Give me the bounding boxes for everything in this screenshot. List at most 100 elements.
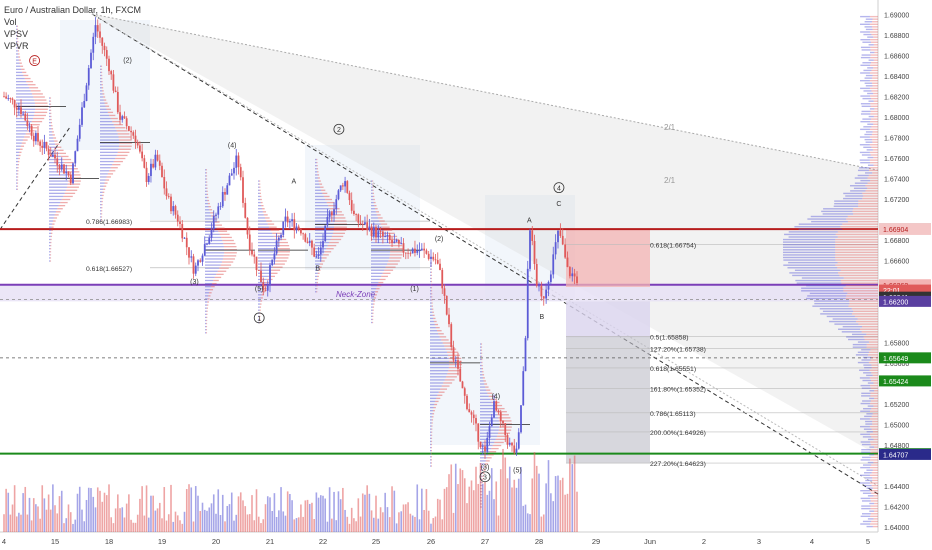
volume-bar (379, 507, 382, 532)
svp-bar (315, 201, 327, 204)
volume-bar (262, 519, 265, 532)
svp-bar (205, 184, 207, 186)
candle-body (420, 248, 423, 251)
svp-bar (315, 291, 317, 293)
candle-body (381, 231, 384, 237)
svp-bar (52, 220, 56, 222)
vp-bar (857, 169, 869, 172)
svp-bar (220, 264, 232, 266)
candle-body (571, 273, 574, 277)
vp-bar (861, 392, 871, 395)
candle-body (328, 212, 331, 217)
svp-bar (315, 174, 318, 176)
vp-bar (874, 108, 878, 110)
svp-bar (100, 74, 102, 77)
svp-bar (16, 53, 19, 55)
vp-bar (788, 231, 838, 233)
vp-bar (869, 390, 875, 392)
vp-bar (783, 238, 836, 241)
svp-bar (431, 268, 433, 270)
svp-bar (480, 398, 491, 401)
vp-bar (870, 154, 878, 156)
svp-bar (316, 291, 318, 293)
svp-bar (18, 53, 20, 55)
volume-bar (441, 519, 444, 532)
vp-bar (872, 149, 878, 151)
volume-bar (361, 493, 364, 532)
svp-bar (49, 260, 51, 262)
svp-bar (495, 438, 507, 441)
volume-bar (418, 519, 421, 532)
svp-bar (205, 246, 224, 248)
candle-body (344, 181, 346, 187)
vp-bar (814, 302, 850, 305)
svp-bar (16, 133, 26, 135)
y-tick-label: 1.64400 (884, 484, 909, 491)
volume-bar (206, 510, 208, 532)
svp-bar (431, 283, 433, 286)
svp-bar (485, 460, 490, 462)
svp-bar (270, 229, 280, 231)
volume-bar (85, 499, 88, 532)
vp-bar (842, 228, 878, 231)
candle-body (188, 247, 190, 258)
svp-bar (101, 203, 103, 206)
svp-bar (315, 168, 317, 170)
svp-bar (430, 446, 432, 449)
svp-bar (431, 419, 434, 421)
svp-bar (205, 242, 224, 245)
vp-bar (873, 156, 878, 159)
volume-bar (103, 492, 106, 532)
svp-bar (50, 115, 52, 118)
candle-body (493, 401, 495, 418)
session-volume-profile (205, 169, 255, 334)
volume-bar (513, 479, 516, 532)
svp-bar (100, 71, 102, 74)
candle-body (235, 155, 238, 168)
candle-body (282, 221, 285, 235)
svp-bar (16, 136, 25, 138)
vp-bar (843, 197, 863, 200)
vp-bar (863, 336, 878, 338)
svp-bar (371, 260, 389, 262)
volume-bar (117, 494, 119, 532)
candle-body (174, 206, 177, 215)
svp-bar (107, 173, 114, 175)
vp-bar (870, 49, 878, 51)
wave-circle (333, 123, 345, 135)
svp-bar (206, 329, 208, 331)
candle-body (56, 158, 59, 166)
svp-bar (277, 248, 290, 250)
vp-bar (861, 507, 871, 510)
svp-bar (20, 145, 25, 147)
svp-bar (49, 211, 56, 213)
candle-body (251, 250, 253, 255)
volume-bar (576, 491, 578, 532)
candle-body (346, 181, 349, 193)
vp-bar (783, 249, 836, 251)
vp-bar (820, 313, 852, 315)
candle-body (221, 191, 224, 207)
svp-bar (480, 377, 483, 379)
svp-bar (481, 364, 483, 367)
candle-body (136, 141, 139, 146)
vp-bar (872, 413, 878, 415)
vp-bar (835, 243, 878, 246)
wave-label: (1) (410, 286, 419, 293)
svp-bar (100, 145, 120, 147)
candle-body (233, 167, 235, 174)
vp-bar (870, 459, 878, 461)
svp-bar (318, 269, 321, 271)
svp-bar (480, 460, 486, 462)
svp-bar (481, 494, 483, 496)
candle-body (123, 116, 126, 119)
vp-bar (867, 164, 874, 166)
svp-bar (371, 291, 376, 293)
vp-bar (867, 382, 874, 384)
svp-bar (100, 130, 117, 132)
svp-bar (315, 211, 332, 213)
candle-body (3, 96, 5, 98)
volume-bar (271, 510, 274, 532)
vp-bar (866, 487, 873, 489)
